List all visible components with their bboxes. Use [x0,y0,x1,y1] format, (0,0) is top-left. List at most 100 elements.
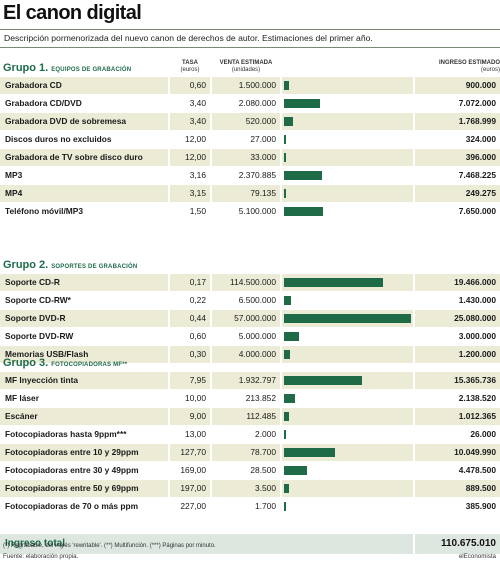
table-row: MF láser 10,00 213.852 2.138.520 [0,390,500,408]
rate-cell: 227,00 [170,498,210,515]
income-bar [284,171,322,180]
income-bar [284,376,362,385]
income-bar [284,502,286,511]
table-row: Grabadora de TV sobre disco duro 12,00 33.… [0,149,500,167]
group-heading: Grupo 3. FOTOCOPIADORAS MF** [3,354,127,369]
units-cell: 213.852 [212,390,280,407]
column-header-label: TASA [182,60,198,66]
column-header-ingreso: INGRESO ESTIMADO (euros) [415,60,500,74]
income-cell: 249.275 [415,185,500,202]
row-label: Soporte DVD-RW [0,328,168,345]
row-label: Escáner [0,408,168,425]
table-row: Grabadora DVD de sobremesa 3,40 520.000 1.7… [0,113,500,131]
bar-cell [282,310,413,327]
column-header-unit: (unidades) [231,67,261,73]
rate-cell: 10,00 [170,390,210,407]
rate-cell: 3,40 [170,95,210,112]
row-label: Grabadora CD/DVD [0,95,168,112]
bar-cell [282,185,413,202]
income-cell: 1.430.000 [415,292,500,309]
income-bar [284,189,286,198]
table-row: Soporte CD-RW* 0,22 6.500.000 1.430.000 [0,292,500,310]
units-cell: 1.500.000 [212,77,280,94]
units-cell: 33.000 [212,149,280,166]
brand-logo: elEconomista [458,553,496,560]
table-row: Fotocopiadoras entre 10 y 29ppm 127,70 78.… [0,444,500,462]
bar-cell [282,480,413,497]
income-bar [284,412,289,421]
column-header-label: VENTA ESTIMADA [219,60,273,66]
rate-cell: 197,00 [170,480,210,497]
group-heading: Grupo 2. SOPORTES DE GRABACIÓN [3,256,137,271]
units-cell: 112.485 [212,408,280,425]
bar-cell [282,203,413,220]
rate-cell: 0,60 [170,77,210,94]
units-cell: 2.370.885 [212,167,280,184]
units-cell: 78.700 [212,444,280,461]
table-row: Fotocopiadoras hasta 9ppm*** 13,00 2.000 26… [0,426,500,444]
income-cell: 4.478.500 [415,462,500,479]
bar-cell [282,498,413,515]
units-cell: 6.500.000 [212,292,280,309]
column-header-unit: (euros) [480,67,500,73]
row-label: Soporte DVD-R [0,310,168,327]
bar-cell [282,372,413,389]
group-heading: Grupo 1. EQUIPOS DE GRABACIÓN [3,59,131,74]
income-bar [284,278,383,287]
income-bar [284,153,286,162]
row-label: Discos duros no excluidos [0,131,168,148]
units-cell: 4.000.000 [212,346,280,363]
rate-cell: 7,95 [170,372,210,389]
row-label: Grabadora DVD de sobremesa [0,113,168,130]
units-cell: 28.500 [212,462,280,479]
income-bar [284,314,411,323]
table-row: Fotocopiadoras de 70 o más ppm 227,00 1.70… [0,498,500,516]
bar-cell [282,346,413,363]
row-label: Soporte CD-R [0,274,168,291]
column-header-tasa: TASA (euros) [170,60,210,74]
row-label: Fotocopiadoras de 70 o más ppm [0,498,168,515]
income-bar [284,117,293,126]
table-row: Memorias USB/Flash 0,30 4.000.000 1.200.000 [0,346,500,364]
page-title: El canon digital [3,2,142,24]
bar-cell [282,77,413,94]
table-row: Grabadora CD/DVD 3,40 2.080.000 7.072.000 [0,95,500,113]
rate-cell: 1,50 [170,203,210,220]
row-label: Memorias USB/Flash [0,346,168,363]
group-name: FOTOCOPIADORAS MF** [51,362,128,368]
income-cell: 900.000 [415,77,500,94]
bar-cell [282,408,413,425]
row-label: Teléfono móvil/MP3 [0,203,168,220]
income-cell: 1.200.000 [415,346,500,363]
total-row: Ingreso total 110.675.010 [0,534,500,554]
bar-cell [282,292,413,309]
income-bar [284,135,286,144]
income-cell: 2.138.520 [415,390,500,407]
income-cell: 385.900 [415,498,500,515]
rate-cell: 0,60 [170,328,210,345]
units-cell: 79.135 [212,185,280,202]
income-cell: 1.012.365 [415,408,500,425]
total-value: 110.675.010 [415,534,500,554]
row-label: Grabadora CD [0,77,168,94]
income-cell: 7.072.000 [415,95,500,112]
income-bar [284,484,289,493]
income-cell: 19.466.000 [415,274,500,291]
bar-cell [282,167,413,184]
units-cell: 27.000 [212,131,280,148]
rate-cell: 169,00 [170,462,210,479]
units-cell: 1.932.797 [212,372,280,389]
group-number: Grupo 2. [3,259,49,271]
rate-cell: 13,00 [170,426,210,443]
rate-cell: 12,00 [170,131,210,148]
row-label: Fotocopiadoras hasta 9ppm*** [0,426,168,443]
group-number: Grupo 3. [3,357,49,369]
income-cell: 7.468.225 [415,167,500,184]
units-cell: 1.700 [212,498,280,515]
bar-cell [282,131,413,148]
rate-cell: 12,00 [170,149,210,166]
table-row: Discos duros no excluidos 12,00 27.000 324.… [0,131,500,149]
income-bar [284,394,295,403]
table-row: Soporte CD-R 0,17 114.500.000 19.466.000 [0,274,500,292]
income-bar [284,207,323,216]
